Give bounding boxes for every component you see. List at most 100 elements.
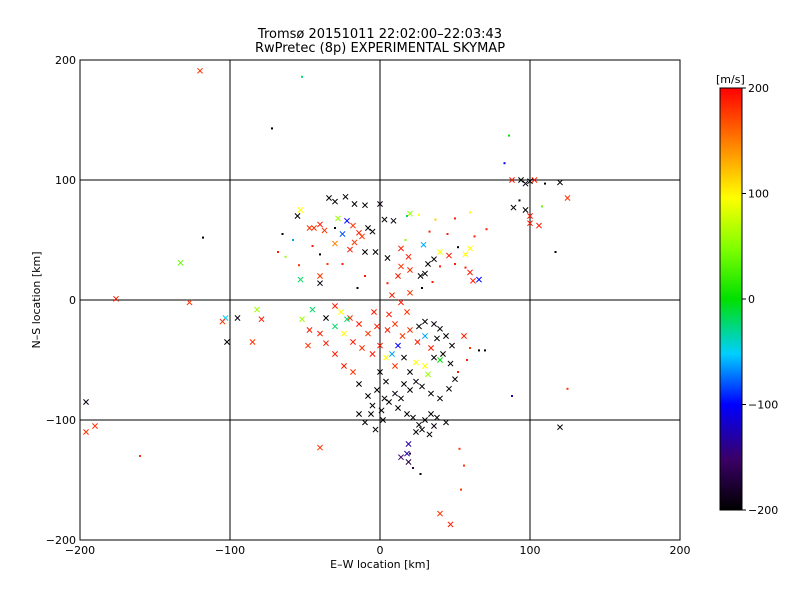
data-point-cross — [309, 306, 316, 313]
data-point-cross — [467, 269, 473, 276]
data-point-dot — [566, 387, 569, 390]
data-point-cross — [332, 198, 338, 205]
data-point-cross — [422, 318, 428, 325]
data-point-cross — [395, 273, 401, 279]
data-point-dot — [298, 264, 300, 267]
data-point-cross — [234, 315, 241, 321]
data-point-cross — [317, 330, 323, 337]
data-point-dot — [473, 235, 476, 238]
data-point-cross — [383, 378, 389, 385]
data-point-cross — [452, 376, 458, 383]
data-point-dot — [292, 239, 294, 241]
data-point-cross — [437, 395, 443, 402]
x-axis-ticks: −200 −100 0 100 200 — [65, 544, 691, 557]
data-point-cross — [317, 280, 323, 287]
data-point-cross — [422, 270, 428, 277]
data-point-dot — [409, 452, 411, 455]
data-point-cross — [467, 245, 473, 252]
colorbar-tick-label: 100 — [748, 188, 769, 201]
data-point-dot — [271, 127, 273, 130]
data-point-cross — [446, 252, 452, 259]
data-point-cross — [378, 407, 385, 414]
data-point-dot — [284, 255, 287, 258]
colorbar — [719, 87, 743, 511]
data-point-cross — [419, 426, 425, 433]
data-point-cross — [428, 390, 434, 397]
data-point-cross — [335, 215, 341, 222]
data-point-cross — [347, 315, 353, 321]
data-point-cross — [509, 177, 515, 183]
data-point-dot — [421, 287, 423, 289]
data-point-dot — [541, 205, 543, 208]
data-point-dot — [301, 75, 303, 78]
data-point-dot — [434, 218, 437, 221]
data-point-dot — [457, 371, 459, 373]
data-point-cross — [531, 177, 538, 183]
data-points — [83, 67, 571, 528]
data-point-dot — [446, 233, 449, 235]
data-point-cross — [332, 303, 338, 309]
data-point-dot — [277, 251, 279, 253]
data-point-cross — [344, 217, 350, 224]
data-point-cross — [317, 273, 323, 279]
y-axis-label: N–S location [km] — [30, 251, 43, 348]
data-point-cross — [332, 323, 338, 330]
x-tick-label: 200 — [670, 544, 691, 557]
data-point-cross — [254, 306, 260, 313]
data-point-cross — [416, 421, 422, 428]
data-point-cross — [420, 241, 427, 248]
data-point-cross — [426, 431, 433, 438]
x-axis-label: E–W location [km] — [330, 558, 430, 571]
x-tick-label: 0 — [377, 544, 384, 557]
data-point-cross — [447, 521, 454, 528]
data-point-dot — [485, 228, 488, 231]
data-point-cross — [359, 345, 365, 351]
data-point-cross — [258, 316, 265, 323]
data-point-cross — [389, 292, 395, 299]
data-point-cross — [83, 429, 89, 435]
data-point-cross — [437, 357, 443, 363]
data-point-cross — [527, 178, 533, 185]
data-point-cross — [359, 233, 365, 240]
data-point-dot — [469, 347, 471, 349]
data-point-dot — [364, 275, 366, 277]
data-point-cross — [447, 360, 454, 367]
data-point-cross — [377, 342, 383, 349]
data-point-cross — [342, 193, 349, 200]
data-point-cross — [341, 363, 347, 369]
data-point-cross — [413, 429, 419, 435]
data-point-cross — [306, 225, 313, 231]
data-point-cross — [422, 333, 428, 339]
data-point-cross — [386, 399, 392, 405]
data-point-dot — [466, 359, 468, 361]
data-point-dot — [454, 263, 456, 265]
data-point-cross — [407, 267, 413, 273]
data-point-cross — [404, 309, 410, 315]
colorbar-tick-label: 0 — [748, 293, 755, 306]
data-point-cross — [422, 363, 428, 369]
data-point-dot — [503, 162, 506, 165]
colorbar-tick-label: −100 — [748, 399, 778, 412]
data-point-cross — [416, 323, 422, 330]
data-point-cross — [407, 327, 413, 333]
data-point-dot — [511, 395, 513, 397]
data-point-cross — [398, 245, 404, 252]
data-point-dot — [454, 217, 456, 220]
data-point-cross — [476, 276, 482, 283]
data-point-dot — [139, 455, 141, 457]
data-point-cross — [443, 419, 449, 426]
data-point-cross — [398, 395, 404, 402]
chart-subtitle: RwPretec (8p) EXPERIMENTAL SKYMAP — [255, 41, 505, 56]
data-point-cross — [392, 390, 398, 397]
data-point-dot — [334, 227, 336, 229]
colorbar-tick-label: 200 — [748, 82, 769, 95]
grid-lines — [80, 60, 680, 540]
y-tick-label: 200 — [55, 54, 76, 67]
data-point-cross — [413, 378, 419, 385]
data-point-cross — [326, 195, 332, 201]
y-tick-label: −100 — [46, 414, 76, 427]
data-point-cross — [332, 240, 338, 247]
data-point-cross — [249, 339, 256, 345]
data-point-cross — [383, 354, 389, 361]
data-point-dot — [463, 464, 465, 467]
